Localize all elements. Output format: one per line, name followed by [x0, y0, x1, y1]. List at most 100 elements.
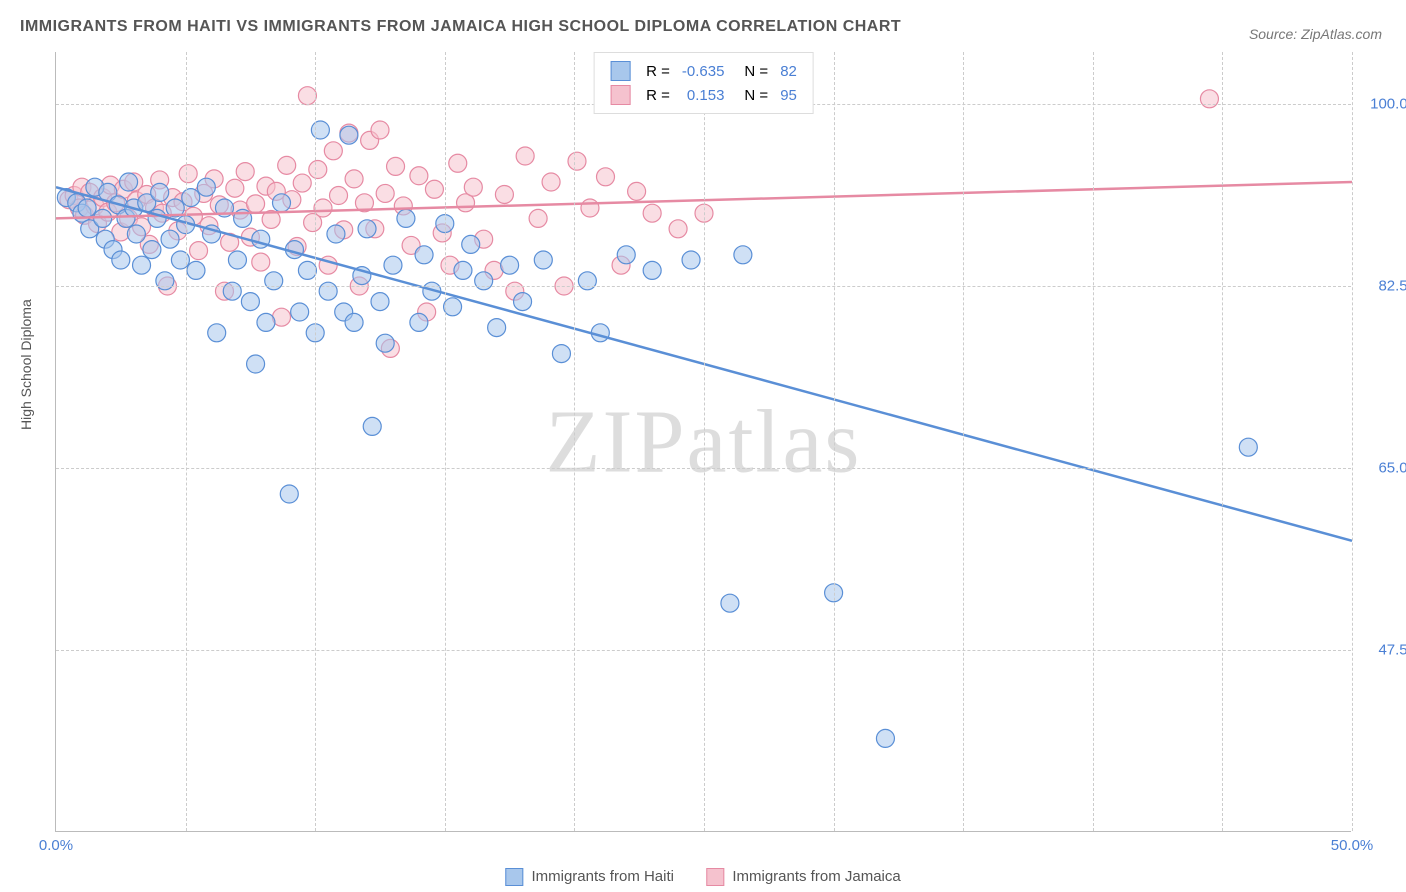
gridline-v	[1093, 52, 1094, 831]
data-point-jamaica	[402, 236, 420, 254]
swatch-haiti	[610, 61, 630, 81]
data-point-jamaica	[145, 199, 163, 217]
data-point-haiti	[127, 225, 145, 243]
data-point-jamaica	[340, 124, 358, 142]
data-point-haiti	[234, 209, 252, 227]
data-point-jamaica	[581, 199, 599, 217]
data-point-haiti	[444, 298, 462, 316]
data-point-haiti	[125, 199, 143, 217]
data-point-jamaica	[226, 179, 244, 197]
data-point-haiti	[252, 230, 270, 248]
data-point-haiti	[578, 272, 596, 290]
data-point-haiti	[358, 220, 376, 238]
data-point-haiti	[151, 183, 169, 201]
data-point-haiti	[397, 209, 415, 227]
data-point-haiti	[187, 261, 205, 279]
data-point-jamaica	[1200, 90, 1218, 108]
data-point-haiti	[591, 324, 609, 342]
data-point-jamaica	[127, 192, 145, 210]
data-point-haiti	[734, 246, 752, 264]
data-point-haiti	[197, 178, 215, 196]
gridline-v	[574, 52, 575, 831]
data-point-jamaica	[174, 193, 192, 211]
data-point-jamaica	[314, 199, 332, 217]
data-point-haiti	[410, 313, 428, 331]
data-point-jamaica	[267, 182, 285, 200]
data-point-jamaica	[73, 178, 91, 196]
data-point-haiti	[384, 256, 402, 274]
data-point-haiti	[203, 225, 221, 243]
watermark-a: ZIP	[546, 392, 687, 491]
data-point-haiti	[148, 209, 166, 227]
data-point-jamaica	[200, 217, 218, 235]
data-point-jamaica	[273, 308, 291, 326]
data-point-jamaica	[330, 187, 348, 205]
data-point-jamaica	[441, 256, 459, 274]
data-point-jamaica	[425, 180, 443, 198]
data-point-haiti	[454, 261, 472, 279]
data-point-haiti	[223, 282, 241, 300]
data-point-haiti	[156, 272, 174, 290]
data-point-jamaica	[355, 194, 373, 212]
data-point-jamaica	[335, 221, 353, 239]
data-point-jamaica	[221, 233, 239, 251]
data-point-haiti	[120, 173, 138, 191]
data-point-haiti	[363, 417, 381, 435]
data-point-haiti	[682, 251, 700, 269]
data-point-haiti	[247, 355, 265, 373]
data-point-haiti	[94, 209, 112, 227]
data-point-haiti	[475, 272, 493, 290]
y-tick-label: 65.0%	[1361, 460, 1406, 477]
data-point-jamaica	[542, 173, 560, 191]
data-point-haiti	[643, 261, 661, 279]
data-point-haiti	[171, 251, 189, 269]
data-point-haiti	[117, 209, 135, 227]
n-label: N =	[730, 83, 774, 107]
series-name-haiti: Immigrants from Haiti	[531, 868, 674, 885]
data-point-haiti	[534, 251, 552, 269]
data-point-jamaica	[70, 199, 88, 217]
data-point-jamaica	[394, 197, 412, 215]
data-point-jamaica	[288, 237, 306, 255]
n-value-haiti: 82	[774, 59, 803, 83]
series-name-jamaica: Immigrants from Jamaica	[732, 868, 900, 885]
legend-row-haiti: R = -0.635 N = 82	[604, 59, 803, 83]
data-point-jamaica	[485, 261, 503, 279]
data-point-jamaica	[361, 131, 379, 149]
r-label: R =	[640, 59, 676, 83]
data-point-jamaica	[107, 194, 125, 212]
data-point-jamaica	[120, 209, 138, 227]
data-point-jamaica	[449, 154, 467, 172]
data-point-jamaica	[298, 87, 316, 105]
data-point-jamaica	[241, 228, 259, 246]
r-value-jamaica: 0.153	[676, 83, 731, 107]
data-point-jamaica	[345, 170, 363, 188]
data-point-jamaica	[410, 167, 428, 185]
data-point-jamaica	[495, 185, 513, 203]
data-point-jamaica	[597, 168, 615, 186]
data-point-jamaica	[475, 230, 493, 248]
data-point-haiti	[241, 293, 259, 311]
data-point-jamaica	[210, 196, 228, 214]
legend-row-jamaica: R = 0.153 N = 95	[604, 83, 803, 107]
data-point-jamaica	[215, 282, 233, 300]
y-tick-label: 47.5%	[1361, 642, 1406, 659]
data-point-jamaica	[457, 194, 475, 212]
data-point-jamaica	[262, 210, 280, 228]
data-point-jamaica	[506, 282, 524, 300]
data-point-haiti	[371, 293, 389, 311]
data-point-jamaica	[86, 197, 104, 215]
watermark-b: atlas	[687, 392, 862, 491]
data-point-haiti	[104, 241, 122, 259]
data-point-jamaica	[169, 222, 187, 240]
legend-item-haiti: Immigrants from Haiti	[505, 868, 674, 886]
data-point-haiti	[291, 303, 309, 321]
data-point-haiti	[501, 256, 519, 274]
data-point-haiti	[215, 199, 233, 217]
source-label: Source: ZipAtlas.com	[1249, 26, 1382, 42]
data-point-haiti	[340, 126, 358, 144]
data-point-jamaica	[195, 184, 213, 202]
data-point-jamaica	[669, 220, 687, 238]
data-point-jamaica	[418, 303, 436, 321]
data-point-haiti	[617, 246, 635, 264]
